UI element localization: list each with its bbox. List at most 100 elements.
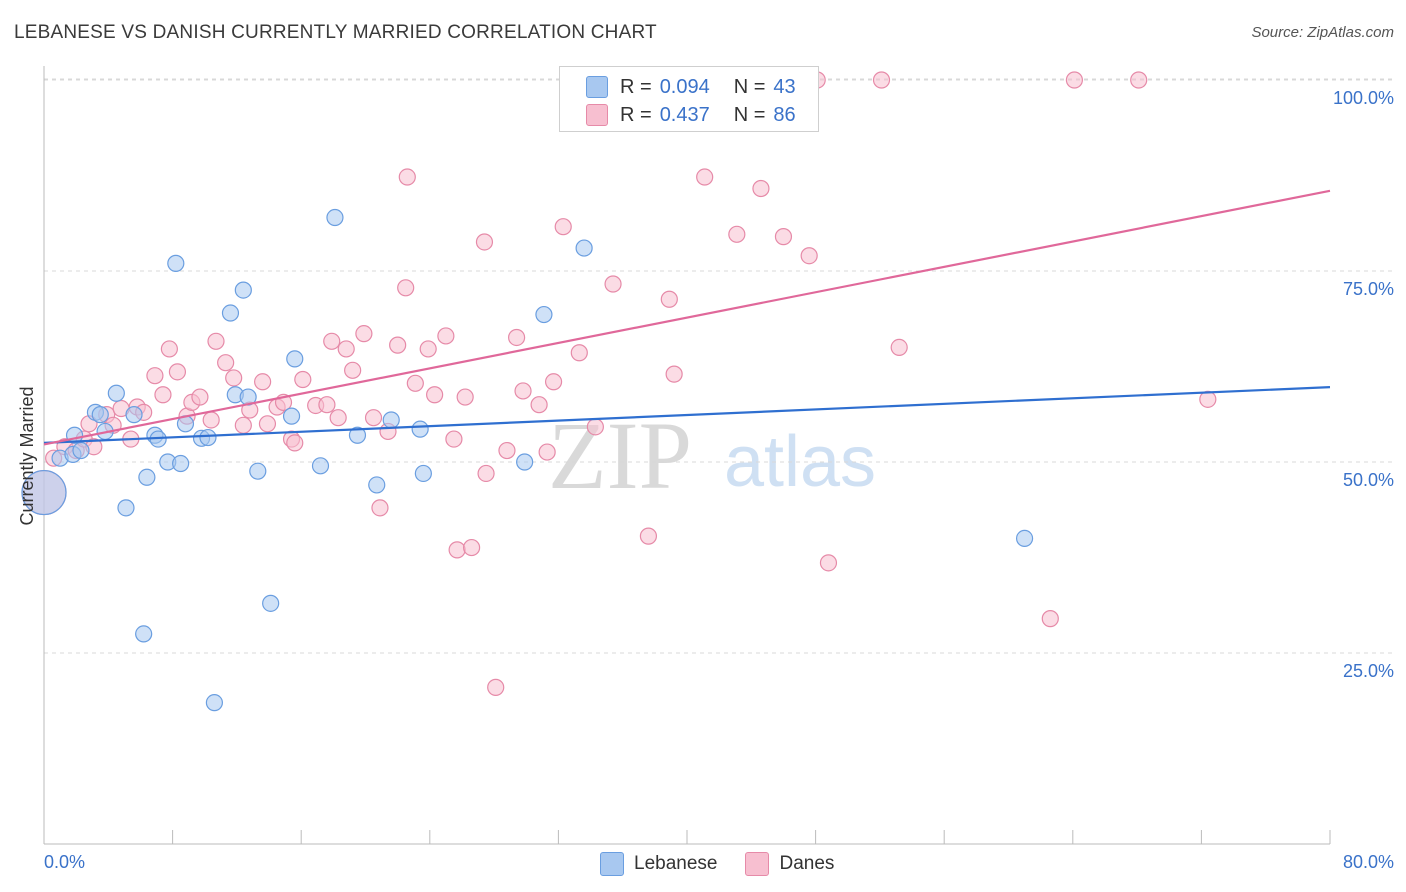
point-danes <box>323 332 341 350</box>
point-lebanese <box>117 499 135 517</box>
point-danes <box>254 373 272 391</box>
point-lebanese <box>72 441 90 460</box>
point-danes <box>202 411 220 429</box>
point-danes <box>586 418 604 436</box>
point-danes <box>456 388 474 406</box>
point-danes <box>445 430 463 448</box>
point-danes <box>355 325 373 343</box>
point-danes <box>1130 71 1148 89</box>
legend-label-danes: Danes <box>779 853 835 874</box>
legend-r-value-danes: 0.437 <box>659 103 710 126</box>
point-danes <box>258 415 277 433</box>
point-danes <box>475 233 494 251</box>
point-danes <box>530 396 548 414</box>
legend-r-value-lebanese: 0.094 <box>659 75 710 98</box>
legend-item-lebanese[interactable]: Lebanese <box>600 852 717 876</box>
point-danes <box>294 370 312 389</box>
point-lebanese <box>199 428 217 447</box>
point-danes <box>604 275 622 293</box>
point-danes <box>318 396 336 414</box>
point-danes <box>819 554 838 572</box>
point-lebanese <box>135 625 153 643</box>
point-danes <box>234 416 252 434</box>
point-lebanese <box>575 239 593 257</box>
gridlines <box>44 78 1396 654</box>
source-credit: Source: ZipAtlas.com <box>1251 24 1394 41</box>
point-danes <box>872 71 891 89</box>
series-legend: Lebanese Danes <box>600 852 862 876</box>
legend-swatch-danes <box>745 852 770 876</box>
point-danes <box>397 279 415 297</box>
point-danes <box>371 499 389 517</box>
legend-n-value-lebanese: 43 <box>773 75 796 98</box>
point-danes <box>660 290 678 308</box>
point-danes <box>225 369 243 387</box>
point-danes <box>146 367 164 385</box>
trend-line-danes <box>43 189 1331 446</box>
point-lebanese <box>221 304 240 322</box>
point-lebanese <box>516 453 534 471</box>
x-tick-label: 0.0% <box>44 852 85 872</box>
legend-swatch-lebanese <box>586 76 608 98</box>
point-danes <box>168 363 187 381</box>
point-lebanese <box>348 426 367 444</box>
point-danes <box>639 527 658 545</box>
point-danes <box>286 434 304 452</box>
point-danes <box>364 409 383 427</box>
series-danes-points <box>21 71 1217 696</box>
x-tick-labels: 0.0% 80.0% <box>44 852 1394 872</box>
point-danes <box>508 328 526 347</box>
y-tick-label: 25.0% <box>1343 661 1394 681</box>
point-lebanese <box>234 281 252 299</box>
legend-row-danes: R = 0.437 N = 86 <box>560 100 796 130</box>
point-danes <box>570 344 588 362</box>
point-lebanese <box>107 384 125 402</box>
legend-r-label: R = <box>620 75 652 98</box>
point-danes <box>398 168 416 186</box>
legend-n-label: N = <box>733 75 766 98</box>
point-danes <box>160 340 178 358</box>
point-lebanese <box>21 469 67 516</box>
legend-r-label: R = <box>620 103 652 126</box>
trend-lines <box>43 189 1331 446</box>
point-lebanese <box>535 305 553 324</box>
point-lebanese <box>326 208 344 227</box>
point-lebanese <box>411 420 429 438</box>
point-lebanese <box>262 594 280 612</box>
point-danes <box>406 374 424 392</box>
chart-title: LEBANESE VS DANISH CURRENTLY MARRIED COR… <box>14 22 657 43</box>
y-tick-label: 100.0% <box>1333 88 1394 108</box>
point-danes <box>544 373 563 391</box>
y-tick-label: 50.0% <box>1343 470 1394 490</box>
point-danes <box>389 336 407 354</box>
point-danes <box>752 179 770 198</box>
point-lebanese <box>414 464 432 483</box>
point-danes <box>890 338 908 356</box>
point-lebanese <box>172 454 190 473</box>
legend-swatch-lebanese <box>600 852 624 876</box>
point-lebanese <box>249 462 267 480</box>
point-danes <box>437 327 455 345</box>
point-lebanese <box>138 468 156 486</box>
point-lebanese <box>368 476 386 494</box>
legend-label-lebanese: Lebanese <box>634 853 718 874</box>
legend-n-value-danes: 86 <box>773 103 796 126</box>
point-danes <box>419 340 437 358</box>
stats-legend: R = 0.094 N = 43 R = 0.437 N = 86 <box>559 66 819 132</box>
point-danes <box>774 228 793 246</box>
point-lebanese <box>286 350 304 368</box>
point-lebanese <box>167 254 185 272</box>
point-danes <box>728 225 746 243</box>
point-lebanese <box>382 411 400 429</box>
point-danes <box>344 361 362 379</box>
legend-item-danes[interactable]: Danes <box>745 852 834 876</box>
point-danes <box>448 541 466 559</box>
point-lebanese <box>205 694 223 712</box>
legend-n-label: N = <box>733 103 766 126</box>
y-tick-labels: 25.0% 50.0% 75.0% 100.0% <box>1333 88 1394 681</box>
point-lebanese <box>282 407 301 425</box>
point-danes <box>514 382 532 400</box>
series-lebanese-points <box>21 208 1034 712</box>
y-axis-label: Currently Married <box>17 386 37 525</box>
